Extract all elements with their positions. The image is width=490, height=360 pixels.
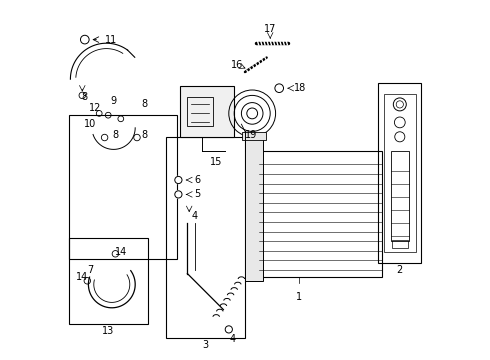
Text: 5: 5 (195, 189, 201, 199)
Text: 18: 18 (294, 83, 306, 93)
Circle shape (175, 176, 182, 184)
Bar (69, 238, 148, 324)
Circle shape (80, 35, 89, 44)
Bar (180, 86, 234, 137)
Bar (242, 132, 266, 140)
Text: 9: 9 (111, 96, 117, 106)
Text: 2: 2 (397, 265, 403, 275)
Text: 13: 13 (102, 326, 114, 336)
Text: 17: 17 (264, 24, 276, 34)
Text: 8: 8 (141, 130, 147, 140)
Bar (245, 137, 263, 281)
Circle shape (175, 191, 182, 198)
Bar (69, 115, 176, 259)
Bar (378, 83, 421, 263)
Text: 4: 4 (229, 334, 236, 344)
Text: 14: 14 (76, 272, 88, 282)
Bar (166, 137, 245, 338)
Text: 10: 10 (84, 119, 97, 129)
Circle shape (225, 326, 232, 333)
Text: 1: 1 (296, 292, 302, 302)
Circle shape (275, 84, 284, 93)
Text: 8: 8 (141, 99, 147, 109)
Circle shape (79, 92, 86, 99)
Bar (384, 94, 416, 252)
Bar (391, 151, 409, 241)
Bar (392, 240, 408, 248)
Text: 4: 4 (192, 211, 197, 221)
Text: 19: 19 (245, 130, 257, 140)
Text: 14: 14 (115, 247, 127, 257)
Text: 16: 16 (231, 60, 243, 70)
Text: 8: 8 (112, 130, 119, 140)
Text: 15: 15 (210, 157, 222, 167)
Text: 6: 6 (195, 175, 201, 185)
Text: 11: 11 (104, 35, 117, 45)
Text: 8: 8 (82, 92, 88, 102)
Text: 3: 3 (202, 340, 208, 350)
Text: 7: 7 (87, 265, 93, 275)
Text: 12: 12 (89, 103, 102, 113)
Bar (187, 97, 213, 126)
